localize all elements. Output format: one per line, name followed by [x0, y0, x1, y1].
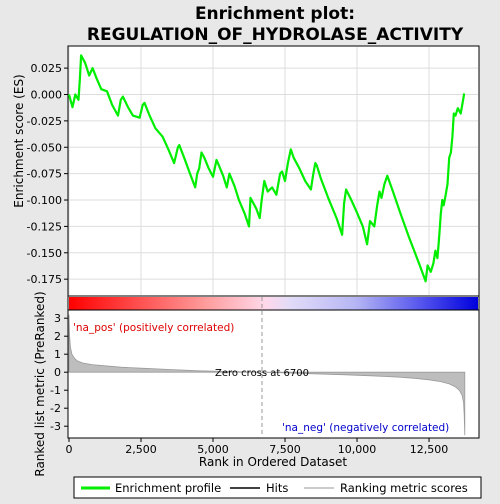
- es-y-tick-label: -0.075: [27, 168, 62, 181]
- es-panel-background: [67, 45, 480, 297]
- metric-y-tick-label: 2: [54, 330, 61, 343]
- es-y-tick-label: -0.050: [27, 141, 62, 154]
- metric-y-tick-label: -2: [50, 402, 61, 415]
- metric-y-tick-label: 3: [54, 312, 61, 325]
- es-y-tick-label: -0.125: [27, 220, 62, 233]
- metric-x-axis-label: Rank in Ordered Dataset: [199, 455, 347, 469]
- chart-title-line-1: Enrichment plot:: [195, 4, 355, 24]
- metric-x-tick-label: 7,500: [269, 443, 301, 456]
- es-y-tick-label: 0.025: [31, 62, 63, 75]
- metric-x-axis: 0 2,500 5,000 7,500 10,000 12,500: [66, 438, 449, 456]
- es-y-axis-label: Enrichment score (ES): [12, 74, 26, 207]
- enrichment-profile-line: [67, 54, 466, 283]
- metric-y-tick-label: 1: [54, 348, 61, 361]
- metric-x-tick-label: 5,000: [197, 443, 229, 456]
- es-y-tick-label: -0.025: [27, 115, 62, 128]
- es-grid: [68, 47, 478, 295]
- negative-correlation-label: 'na_neg' (negatively correlated): [282, 422, 449, 434]
- metric-x-tick-label: 10,000: [338, 443, 377, 456]
- es-y-tick-label: 0.000: [31, 88, 63, 101]
- rank-gradient-panel: [69, 297, 478, 310]
- legend-label-hits: Hits: [266, 481, 288, 495]
- metric-y-axis-label: Ranked list metric (PreRanked): [33, 291, 47, 476]
- metric-x-tick-label: 0: [66, 443, 73, 456]
- metric-y-tick-label: 0: [54, 366, 61, 379]
- metric-x-tick-label: 2,500: [125, 443, 157, 456]
- es-y-tick-label: -0.175: [27, 273, 62, 286]
- zero-cross-label: Zero cross at 6700: [215, 368, 309, 379]
- positive-correlation-label: 'na_pos' (positively correlated): [73, 322, 234, 334]
- metric-x-tick-label: 12,500: [410, 443, 449, 456]
- rank-gradient-strip: [69, 297, 478, 310]
- metric-y-axis: 3 2 1 0 -1 -2 -3: [50, 312, 68, 433]
- chart-title-line-2: REGULATION_OF_HYDROLASE_ACTIVITY: [87, 25, 464, 45]
- metric-y-tick-label: -3: [50, 420, 61, 433]
- metric-y-tick-label: -1: [50, 384, 61, 397]
- legend-label-ranking-metric-scores: Ranking metric scores: [340, 481, 468, 495]
- legend-box: [73, 476, 482, 499]
- ranking-metric-area: [68, 314, 466, 436]
- legend: Enrichment profile Hits Ranking metric s…: [73, 476, 482, 499]
- es-y-tick-label: -0.150: [27, 247, 62, 260]
- metric-panel: Zero cross at 6700 'na_pos' (positively …: [33, 291, 480, 477]
- legend-label-enrichment-profile: Enrichment profile: [115, 481, 221, 495]
- es-panel: 0.025 0.000 -0.025 -0.050 -0.075 -0.100 -0.125…: [12, 45, 480, 297]
- es-y-tick-label: -0.100: [27, 194, 62, 207]
- es-y-axis: 0.025 0.000 -0.025 -0.050 -0.075 -0.100 -0.125…: [27, 62, 68, 286]
